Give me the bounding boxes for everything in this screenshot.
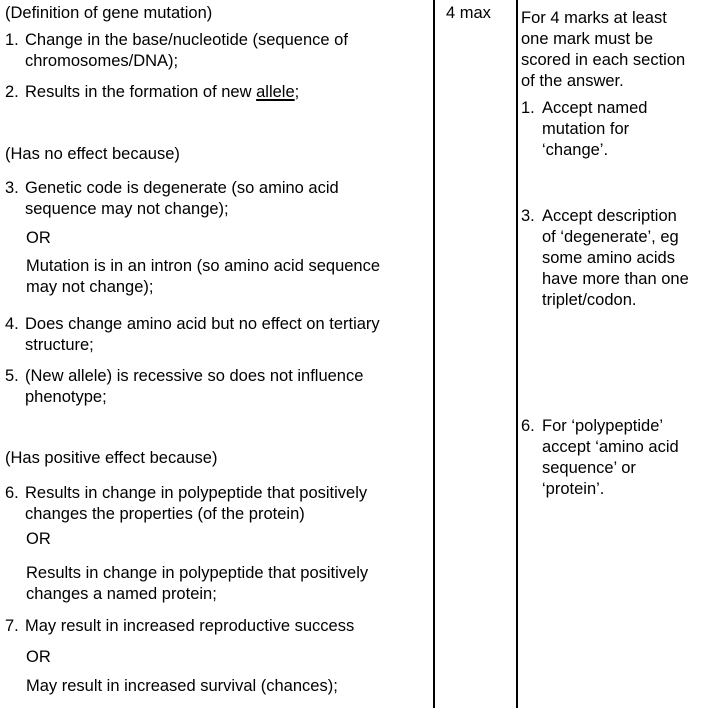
text-line: triplet/codon. xyxy=(542,291,637,309)
answer-point-5: 5. (New allele) is recessive so does not … xyxy=(5,366,363,408)
text-line: (Definition of gene mutation) xyxy=(5,4,213,22)
answer-or-separator-5: OR xyxy=(26,228,51,249)
answer-or-separator-14: OR xyxy=(26,647,51,668)
text-line: (Has positive effect because) xyxy=(5,449,218,467)
text-segment: Results in the formation of new xyxy=(25,83,257,101)
text-line: phenotype; xyxy=(25,388,107,406)
text-line: chromosomes/DNA); xyxy=(25,52,179,70)
text-line: Results in the formation of new allele; xyxy=(25,82,299,103)
text-line: sequence may not change); xyxy=(25,200,229,218)
point-number: 6. xyxy=(521,417,535,435)
note-point-6: 6. For ‘polypeptide’ accept ‘amino acid seq… xyxy=(521,416,679,500)
note-point-1: 1. Accept named mutation for ‘change’. xyxy=(521,98,647,161)
answer-point-1: 1. Change in the base/nucleotide (sequenc… xyxy=(5,30,348,72)
text-line: have more than one xyxy=(542,270,689,288)
text-line: OR xyxy=(26,229,51,247)
point-number: 3. xyxy=(5,179,19,197)
text-line: Accept description xyxy=(542,207,677,225)
answer-point-4: 4. Does change amino acid but no effect o… xyxy=(5,314,380,356)
text-line: accept ‘amino acid xyxy=(542,438,679,456)
underlined-text: allele xyxy=(256,83,295,101)
answer-point-3: 3. Genetic code is degenerate (so amino a… xyxy=(5,178,339,220)
answer-column: (Definition of gene mutation) 1. Change in… xyxy=(5,0,431,708)
text-line: sequence’ or xyxy=(542,459,636,477)
point-number: 1. xyxy=(521,99,535,117)
column-divider-right xyxy=(516,0,518,708)
text-line: one mark must be xyxy=(521,30,654,48)
answer-section-label-9: (Has positive effect because) xyxy=(5,448,217,469)
note-text-0: For 4 marks at least one mark must be scor… xyxy=(521,8,685,92)
text-line: May result in increased survival (chance… xyxy=(26,677,338,695)
text-line: (Has no effect because) xyxy=(5,145,180,163)
text-line: OR xyxy=(26,648,51,666)
answer-text-12: Results in change in polypeptide that po… xyxy=(26,563,368,605)
point-number: 3. xyxy=(521,207,535,225)
point-number: 5. xyxy=(5,367,19,385)
answer-point-7: 7. May result in increased reproductive s… xyxy=(5,616,354,637)
point-number: 4. xyxy=(5,315,19,333)
answer-or-separator-11: OR xyxy=(26,529,51,550)
text-line: changes a named protein; xyxy=(26,585,217,603)
answer-section-label-3: (Has no effect because) xyxy=(5,144,180,165)
text-line: some amino acids xyxy=(542,249,675,267)
column-divider-left xyxy=(433,0,435,708)
text-segment: ; xyxy=(294,83,300,101)
text-line: Results in change in polypeptide that po… xyxy=(26,564,369,582)
point-number: 2. xyxy=(5,83,19,101)
text-line: Does change amino acid but no effect on … xyxy=(25,315,380,333)
text-line: Accept named xyxy=(542,99,648,117)
point-number: 6. xyxy=(5,484,19,502)
marks-value: 4 max xyxy=(446,4,491,22)
answer-section-label-0: (Definition of gene mutation) xyxy=(5,3,212,24)
text-line: mutation for xyxy=(542,120,630,138)
answer-point-6: 6. Results in change in polypeptide that … xyxy=(5,483,367,525)
text-line: Change in the base/nucleotide (sequence … xyxy=(25,31,348,49)
text-line: For ‘polypeptide’ xyxy=(542,417,664,435)
text-line: scored in each section xyxy=(521,51,686,69)
text-line: Mutation is in an intron (so amino acid … xyxy=(26,257,381,275)
answer-text-15: May result in increased survival (chance… xyxy=(26,676,338,697)
text-line: may not change); xyxy=(26,278,154,296)
text-line: May result in increased reproductive suc… xyxy=(25,617,355,635)
note-point-3: 3. Accept description of ‘degenerate’, eg s… xyxy=(521,206,689,311)
point-number: 7. xyxy=(5,617,19,635)
answer-text-6: Mutation is in an intron (so amino acid … xyxy=(26,256,380,298)
text-line: changes the properties (of the protein) xyxy=(25,505,305,523)
notes-column: For 4 marks at least one mark must be scor… xyxy=(521,0,712,708)
text-line: For 4 marks at least xyxy=(521,9,667,27)
text-line: structure; xyxy=(25,336,94,354)
text-line: of ‘degenerate’, eg xyxy=(542,228,679,246)
text-line: of the answer. xyxy=(521,72,624,90)
text-line: OR xyxy=(26,530,51,548)
text-line: Results in change in polypeptide that po… xyxy=(25,484,368,502)
answer-point-2: 2. Results in the formation of new allele… xyxy=(5,82,299,103)
text-line: ‘protein’. xyxy=(542,480,605,498)
text-line: (New allele) is recessive so does not in… xyxy=(25,367,364,385)
text-line: Genetic code is degenerate (so amino aci… xyxy=(25,179,339,197)
point-number: 1. xyxy=(5,31,19,49)
text-line: ‘change’. xyxy=(542,141,609,159)
marks-column: 4 max xyxy=(435,0,516,708)
